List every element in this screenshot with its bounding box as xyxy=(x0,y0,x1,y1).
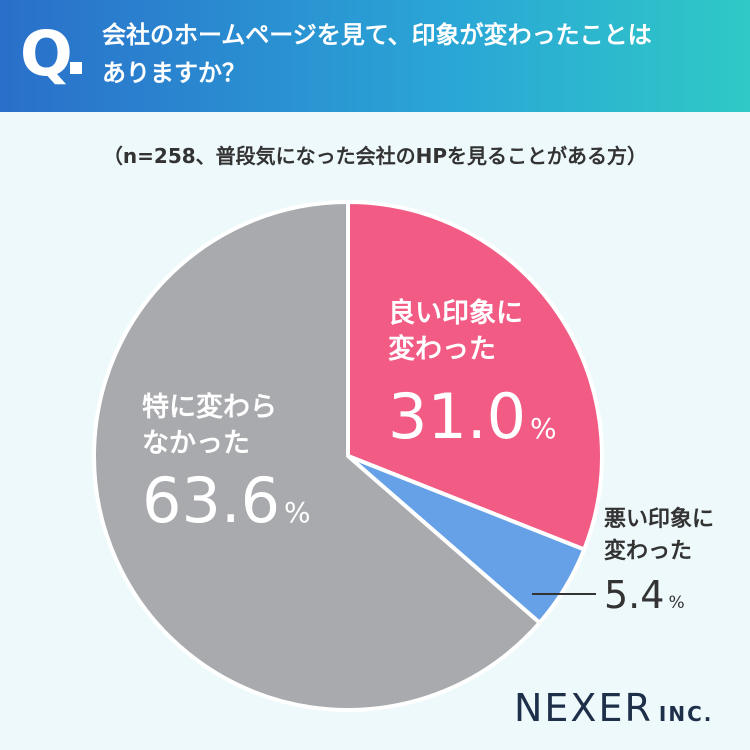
question-line-2: ありますか？ xyxy=(102,59,246,87)
slice-value-3: 63.6% xyxy=(142,464,311,537)
question-text: 会社のホームページを見て、印象が変わったことは ありますか？ xyxy=(102,16,732,92)
q-label: Q xyxy=(20,17,73,90)
slice-value-2: 5.4% xyxy=(604,573,685,617)
slice-label-3-line-1: 特に変わら xyxy=(142,391,277,423)
slice-label-1-line-2: 変わった xyxy=(388,333,496,365)
q-dot xyxy=(70,62,82,74)
pie-slice-3 xyxy=(92,200,542,712)
pie-slice-1 xyxy=(346,200,604,552)
slice-label-1-line-1: 良い印象に xyxy=(388,297,523,329)
brand-name: NEXER xyxy=(514,686,653,730)
slice-label-2-line-2: 変わった xyxy=(604,538,692,564)
question-line-1: 会社のホームページを見て、印象が変わったことは xyxy=(102,21,652,49)
brand-logo: NEXER INC. xyxy=(514,686,713,730)
sample-note: （n=258、普段気になった会社のHPを見ることがある方） xyxy=(102,144,648,168)
slice-value-1: 31.0% xyxy=(388,380,557,453)
slice-label-2-line-1: 悪い印象に xyxy=(604,506,714,532)
slice-label-3-line-2: なかった xyxy=(142,428,250,459)
brand-suffix: INC. xyxy=(658,702,714,726)
question-header: Q 会社のホームページを見て、印象が変わったことは ありますか？ xyxy=(0,0,750,112)
